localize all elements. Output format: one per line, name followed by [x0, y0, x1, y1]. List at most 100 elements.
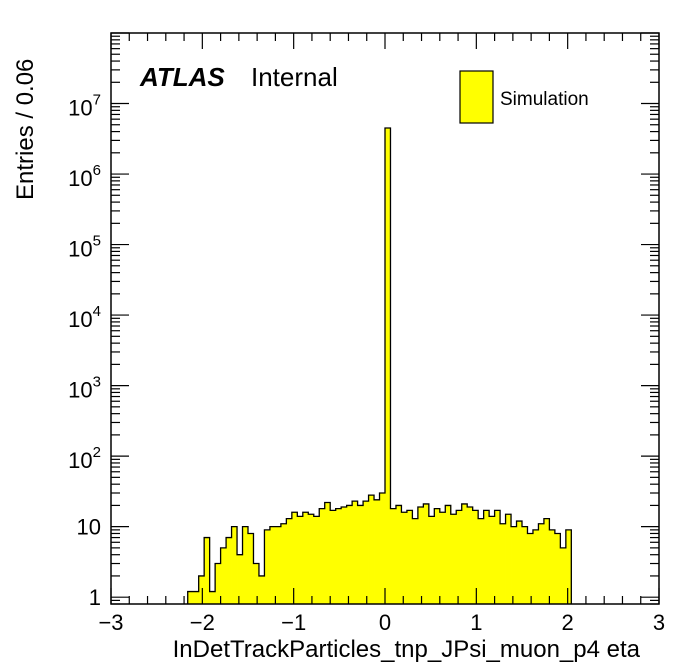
- histogram-bar: [280, 523, 287, 604]
- histogram-bar: [390, 508, 397, 604]
- histogram-bar: [319, 508, 326, 604]
- histogram-bar: [417, 506, 424, 604]
- histogram-bar: [220, 547, 227, 604]
- y-tick-base: 10: [68, 237, 92, 262]
- histogram-bar: [357, 505, 364, 604]
- histogram-bar: [494, 510, 501, 604]
- y-tick-exponent: 2: [93, 444, 101, 461]
- y-tick-exponent: 4: [93, 303, 101, 320]
- histogram-bar: [401, 512, 408, 604]
- histogram-bar: [368, 495, 375, 604]
- histogram-bar: [489, 516, 495, 604]
- histogram-bar: [264, 529, 271, 604]
- x-tick-label: −1: [281, 610, 306, 635]
- histogram-bar: [505, 514, 512, 604]
- y-tick-label: 1: [89, 585, 101, 610]
- y-tick-label: 102: [68, 444, 101, 473]
- legend: Simulation: [459, 70, 589, 124]
- histogram-bar: [483, 510, 490, 604]
- histogram-bar: [423, 503, 430, 604]
- histogram-bar: [511, 526, 517, 604]
- histogram-bar: [565, 529, 572, 604]
- y-tick-exponent: 6: [93, 162, 101, 179]
- histogram-bar: [450, 514, 457, 604]
- histogram-bar: [302, 512, 309, 604]
- histogram-bar: [395, 505, 402, 604]
- x-tick-label: 1: [470, 610, 482, 635]
- x-tick-label: −2: [190, 610, 215, 635]
- y-tick-base: 10: [68, 96, 92, 121]
- histogram-bar: [445, 505, 452, 604]
- histogram-bar: [187, 591, 194, 604]
- histogram-bar: [308, 514, 315, 604]
- histogram-bar: [209, 591, 216, 604]
- histogram-bar: [379, 492, 386, 604]
- histogram-bar: [527, 533, 534, 604]
- histogram-bar: [226, 537, 232, 604]
- histogram-bars: [187, 127, 572, 604]
- histogram-bar: [538, 523, 545, 604]
- histogram-bar: [346, 505, 353, 604]
- histogram-bar: [198, 575, 205, 604]
- y-tick-label: 105: [68, 233, 101, 262]
- histogram-bar: [324, 502, 331, 604]
- y-tick-exponent: 3: [93, 374, 101, 391]
- histogram-bar: [385, 127, 391, 604]
- y-tick-exponent: 5: [93, 233, 101, 250]
- histogram-bar: [434, 508, 441, 604]
- histogram-bar: [258, 575, 265, 604]
- histogram-bar: [253, 563, 260, 604]
- histogram-bar: [363, 501, 369, 604]
- y-tick-exponent: 7: [93, 92, 101, 109]
- legend-label: Simulation: [500, 89, 589, 110]
- plot-frame: [110, 32, 660, 605]
- histogram-bar: [374, 499, 380, 604]
- histogram-bar: [297, 516, 304, 604]
- y-tick-base: 10: [68, 448, 92, 473]
- x-tick-label: 0: [379, 610, 391, 635]
- y-tick-base: 10: [68, 307, 92, 332]
- axis-ticks: [110, 32, 660, 605]
- histogram-bar: [291, 512, 298, 604]
- y-tick-label: 104: [68, 303, 101, 332]
- histogram-bar: [313, 516, 320, 604]
- legend-swatch: [459, 70, 494, 124]
- histogram-bar: [472, 510, 479, 604]
- histogram-bar: [335, 508, 342, 604]
- histogram-bar: [560, 547, 567, 604]
- y-tick-label: 103: [68, 374, 101, 403]
- histogram-bar: [242, 526, 249, 604]
- histogram-bar: [352, 501, 358, 604]
- atlas-label: ATLAS: [139, 62, 225, 92]
- y-tick-label: 106: [68, 162, 101, 191]
- histogram-bar: [554, 533, 561, 604]
- x-tick-label: −3: [98, 610, 123, 635]
- histogram-bar: [231, 526, 238, 604]
- internal-label: Internal: [251, 62, 338, 92]
- histogram-bar: [543, 518, 550, 604]
- y-axis-title: Entries / 0.06: [12, 59, 39, 200]
- y-tick-base: 10: [68, 166, 92, 191]
- histogram-bar: [412, 518, 419, 604]
- histogram-bar: [532, 529, 539, 604]
- histogram-bar: [467, 506, 474, 604]
- histogram-bar: [428, 516, 435, 604]
- x-tick-label: 3: [653, 610, 665, 635]
- histogram-bar: [406, 510, 413, 604]
- histogram-bar: [237, 554, 243, 604]
- histogram-outline: [187, 127, 572, 604]
- histogram-bar: [215, 563, 221, 604]
- x-tick-label: 2: [562, 610, 574, 635]
- histogram-bar: [461, 503, 468, 604]
- y-tick-label: 10: [77, 515, 101, 540]
- histogram-bar: [330, 510, 337, 604]
- histogram-bar: [269, 526, 276, 604]
- histogram-bar: [516, 521, 523, 604]
- histogram-bar: [549, 529, 556, 604]
- histogram-bar: [248, 533, 254, 604]
- histogram-bar: [500, 523, 506, 604]
- x-axis-title: InDetTrackParticles_tnp_JPsi_muon_p4 eta: [173, 636, 641, 663]
- y-tick-label: 107: [68, 92, 101, 121]
